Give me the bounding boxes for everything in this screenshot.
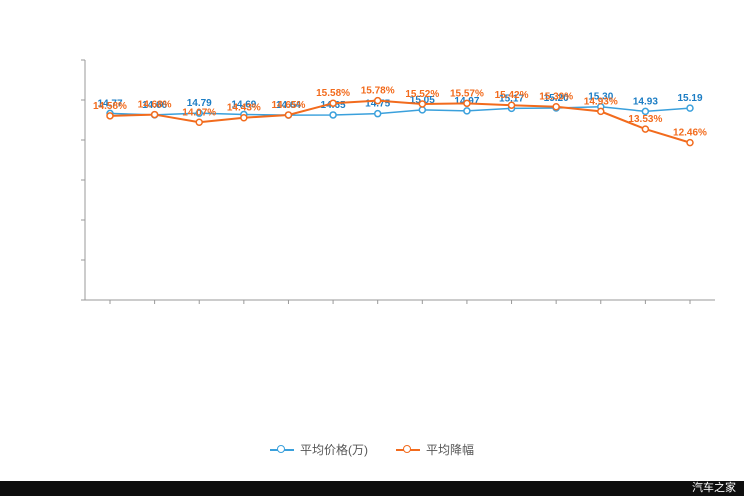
series-0-data-label: 14.77 [97, 98, 122, 109]
series-1-data-label: 14.58% [93, 101, 127, 112]
series-1-point-marker[interactable] [373, 96, 382, 105]
series-0-point-marker[interactable] [686, 104, 694, 112]
series-1-point-marker[interactable] [106, 112, 114, 120]
series-1-point-marker[interactable] [195, 118, 203, 127]
series-1-data-label: 12.46% [673, 128, 707, 139]
series-0-point-marker[interactable] [195, 109, 203, 117]
series-0-point-marker[interactable] [641, 107, 650, 116]
series-0-data-label: 15.19 [677, 93, 702, 104]
series-line-0 [109, 105, 691, 116]
series-1-point-marker[interactable] [284, 111, 293, 119]
series-1-data-label: 15.30% [539, 92, 573, 103]
series-1-point-marker[interactable] [597, 107, 605, 116]
watermark-text: 汽车之家 [692, 482, 736, 494]
series-0-data-label: 15.20 [544, 93, 569, 104]
series-1-point-marker[interactable] [329, 99, 337, 107]
watermark-bar: 汽车之家 [0, 481, 744, 496]
series-1-point-marker[interactable] [150, 110, 159, 119]
blue-line-dot-icon [269, 445, 294, 454]
series-0-data-label: 14.79 [187, 98, 212, 109]
series-0-data-label: 14.69 [231, 99, 256, 110]
series-1-point-marker[interactable] [240, 113, 248, 122]
series-0-data-label: 15.30 [588, 92, 613, 103]
series-1-point-marker[interactable] [552, 102, 560, 111]
chart-legend: 平均价格(万) 平均降幅 [0, 441, 744, 458]
series-1-data-label: 14.65% [272, 100, 306, 111]
series-1-point-marker[interactable] [641, 125, 650, 133]
series-1-data-label: 14.43% [227, 103, 261, 114]
series-0-data-label: 14.93 [633, 96, 658, 107]
series-1-data-label: 14.68% [138, 100, 172, 111]
series-1-data-label: 13.53% [628, 114, 662, 125]
series-0-data-label: 14.66 [142, 100, 167, 111]
series-0-point-marker[interactable] [329, 111, 337, 119]
series-0-point-marker[interactable] [373, 109, 382, 118]
series-line-1 [109, 99, 691, 144]
legend-item-average-discount[interactable]: 平均降幅 [395, 441, 474, 458]
series-1-data-label: 15.78% [361, 86, 395, 97]
legend-item-average-price[interactable]: 平均价格(万) [269, 441, 368, 458]
series-1-point-marker[interactable] [686, 138, 694, 147]
series-1-point-marker[interactable] [507, 101, 516, 109]
series-1-data-label: 15.42% [495, 90, 529, 101]
series-1-point-marker[interactable] [463, 99, 471, 108]
series-0-point-marker[interactable] [418, 106, 427, 114]
series-1-data-label: 15.57% [450, 88, 484, 99]
series-1-data-label: 15.58% [316, 88, 350, 99]
orange-line-dot-icon [395, 445, 420, 454]
legend-label-average-price: 平均价格(万) [299, 443, 368, 457]
series-1-data-label: 14.93% [584, 96, 618, 107]
series-1-data-label: 15.52% [405, 89, 439, 100]
series-0-data-label: 15.17 [499, 93, 524, 104]
series-1-point-marker[interactable] [418, 100, 427, 108]
chart-svg: 14.7714.6614.7914.6914.6414.6514.7515.05… [81, 59, 715, 304]
legend-label-average-discount: 平均降幅 [425, 443, 474, 457]
series-0-point-marker[interactable] [463, 107, 471, 115]
series-0-data-label: 14.64 [276, 100, 301, 111]
series-1-data-label: 14.07% [182, 107, 216, 118]
